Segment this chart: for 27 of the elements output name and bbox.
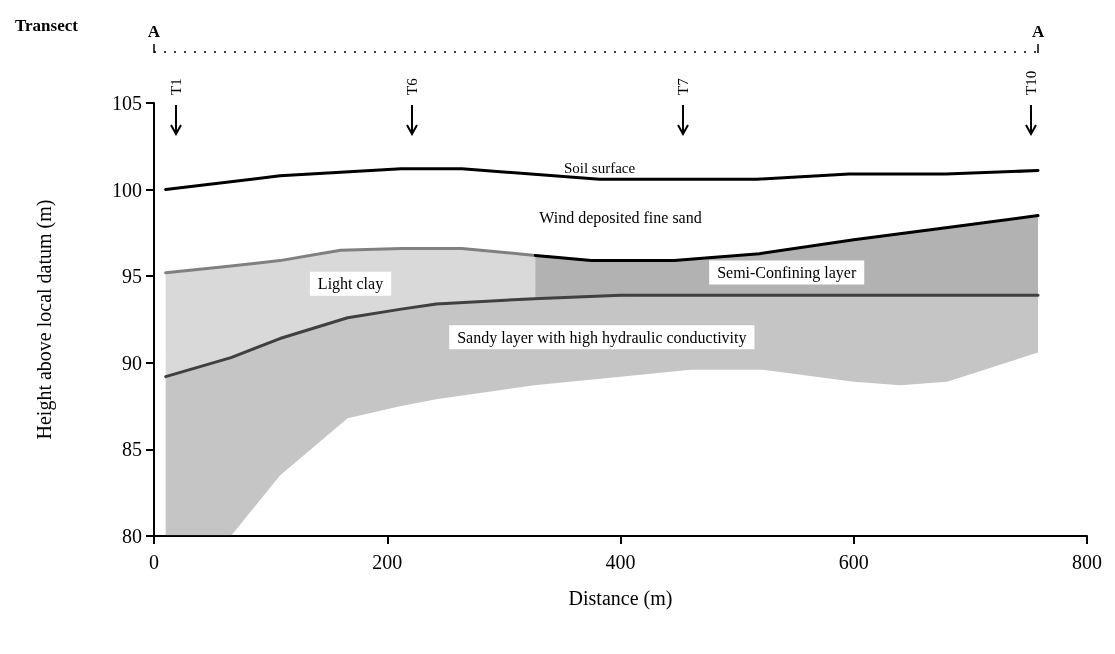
y-tick-label: 80	[122, 525, 142, 547]
x-tick-label: 400	[605, 551, 636, 573]
x-axis-title: Distance (m)	[568, 587, 673, 610]
ref-line-label: T1	[168, 78, 185, 95]
x-tick-label: 0	[149, 551, 159, 573]
y-tick-label: 85	[122, 438, 142, 461]
line-series	[164, 246, 537, 275]
x-tick-label: 600	[838, 551, 869, 573]
y-tick-label: 105	[112, 92, 142, 114]
y-tick-label: 90	[122, 351, 142, 374]
series-label: Soil surface	[563, 159, 636, 176]
ref-line-label: T6	[403, 77, 420, 95]
text: A	[147, 22, 161, 41]
line-series	[164, 293, 1040, 379]
ref-line-label: T7	[675, 77, 692, 95]
series-label: Semi-Confining layer	[717, 263, 857, 282]
series-label: Light clay	[317, 275, 384, 294]
chart-title: Transect	[15, 16, 79, 35]
x-tick-label: 200	[372, 551, 403, 573]
x-tick-label: 800	[1072, 551, 1102, 573]
y-tick-label: 100	[112, 178, 142, 201]
annotation: Wind deposited fine sand	[539, 208, 702, 227]
y-axis-title: Height above local datum (m)	[33, 199, 56, 440]
y-tick-label: 95	[122, 265, 142, 288]
series-label: Sandy layer with high hydraulic conductivity	[457, 328, 747, 347]
text: A	[1031, 22, 1045, 41]
ref-line-label: T10	[1023, 70, 1040, 95]
